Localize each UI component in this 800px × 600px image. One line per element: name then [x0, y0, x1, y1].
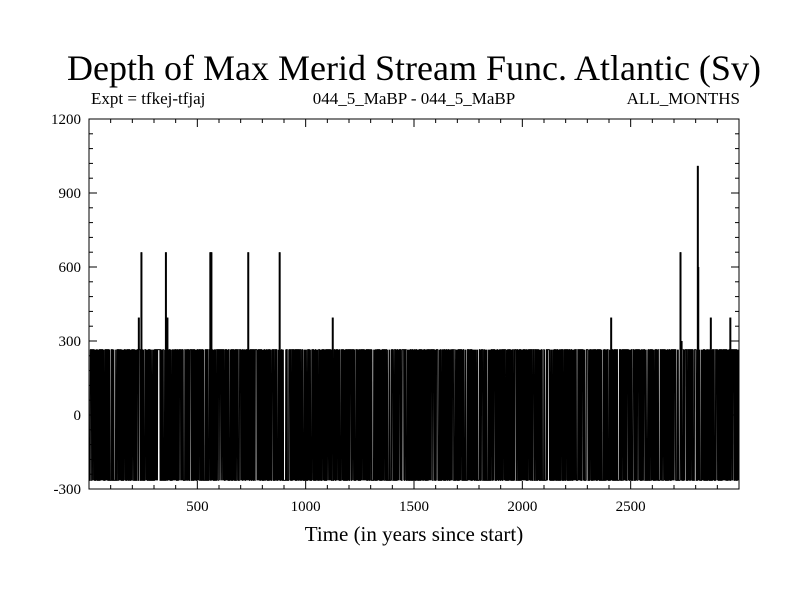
series-path — [88, 165, 740, 481]
x-axis-ticks: 500 1000 1500 2000 2500 — [110, 119, 718, 515]
x-tick-label-0: 500 — [186, 499, 209, 515]
x-tick-label-2: 1500 — [399, 499, 429, 515]
series-line — [88, 165, 740, 481]
y-tick-label-4: 900 — [59, 186, 82, 202]
x-tick-label-1: 1000 — [291, 499, 321, 515]
y-tick-label-1: 0 — [74, 408, 82, 424]
x-tick-label-4: 2500 — [616, 499, 646, 515]
chart-title: Depth of Max Merid Stream Func. Atlantic… — [67, 48, 761, 88]
subtitle-left: Expt = tfkej-tfjaj — [91, 89, 205, 108]
x-axis-label: Time (in years since start) — [305, 522, 524, 546]
y-tick-label-3: 600 — [59, 260, 82, 276]
subtitle-center: 044_5_MaBP - 044_5_MaBP — [313, 89, 515, 108]
subtitle-right: ALL_MONTHS — [627, 89, 740, 108]
y-tick-label-5: 1200 — [51, 112, 81, 128]
y-tick-label-2: 300 — [59, 334, 82, 350]
y-tick-label-0: -300 — [54, 482, 82, 498]
x-tick-label-3: 2000 — [507, 499, 537, 515]
y-axis-ticks: -300 0 300 600 900 1200 — [51, 112, 739, 498]
